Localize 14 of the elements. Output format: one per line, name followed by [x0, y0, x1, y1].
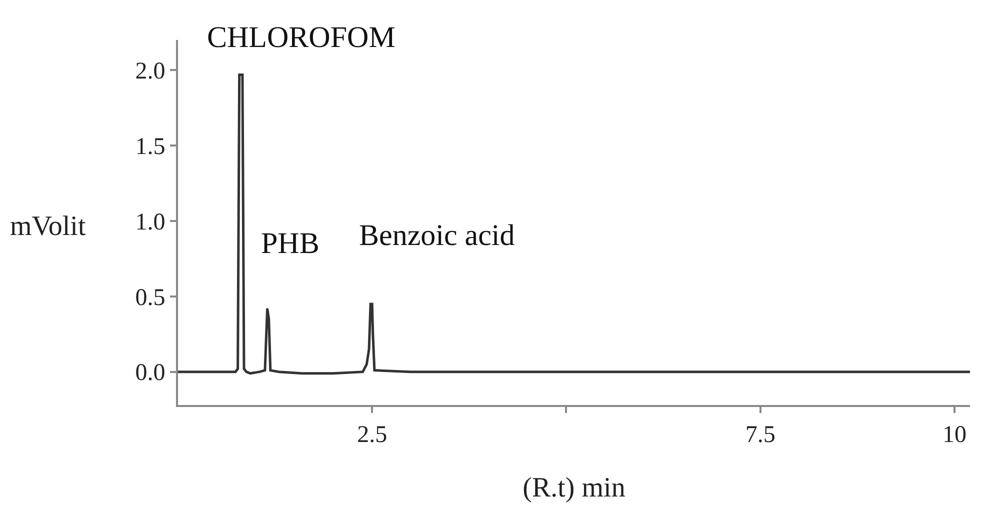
y-tick-label: 0.5: [135, 284, 166, 311]
x-tick-label: 7.5: [745, 422, 776, 448]
line-series: [178, 73, 970, 375]
y-tick-label: 0.0: [135, 360, 166, 386]
y-tick-label: 2.0: [135, 58, 166, 85]
annotation: PHB: [261, 227, 320, 260]
y-tick-label: 1.5: [135, 134, 166, 160]
annotation: CHLOROFOM: [207, 21, 396, 54]
x-axis-title: (R.t) min: [522, 472, 626, 504]
x-tick-label: 10: [942, 422, 966, 448]
y-axis-title: mVolit: [10, 211, 86, 242]
annotation: Benzoic acid: [359, 219, 515, 252]
x-tick-label: 2.5: [357, 422, 388, 448]
y-tick-label: 1.0: [135, 209, 166, 236]
